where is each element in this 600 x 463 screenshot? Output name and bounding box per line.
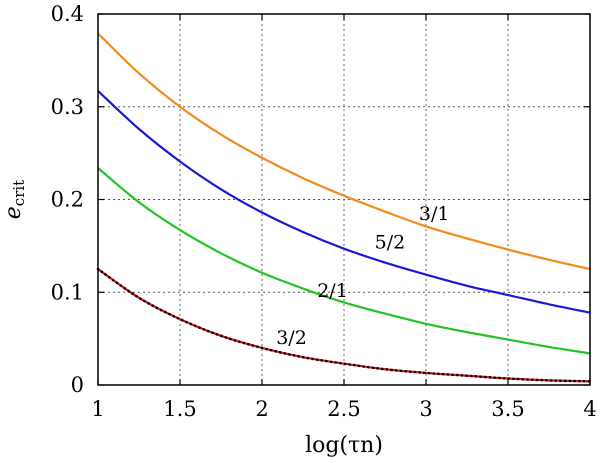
y-tick-label: 0.2 bbox=[51, 188, 84, 212]
x-tick-label: 1.5 bbox=[163, 397, 196, 421]
dotted-overlay bbox=[96, 267, 592, 383]
y-axis-title: ecrit bbox=[1, 180, 28, 219]
y-tick-label: 0 bbox=[71, 373, 84, 397]
curve-labels: 3/1 5/2 2/1 3/2 bbox=[276, 203, 449, 349]
x-tick-label: 3.5 bbox=[491, 397, 524, 421]
x-tick-label: 2.5 bbox=[327, 397, 360, 421]
ticks: 1 1.5 2 2.5 3 3.5 4 0 0.1 0.2 0.3 0.4 bbox=[51, 2, 597, 421]
curve-label-3-2: 3/2 bbox=[276, 327, 307, 349]
x-tick-label: 2 bbox=[255, 397, 268, 421]
x-tick-label: 4 bbox=[583, 397, 596, 421]
dotted-fit-line-3-2 bbox=[96, 267, 592, 383]
y-tick-label: 0.3 bbox=[51, 95, 84, 119]
y-axis-title-sub: crit bbox=[10, 180, 28, 206]
series-line-2-1 bbox=[97, 167, 591, 355]
x-tick-label: 3 bbox=[419, 397, 432, 421]
y-axis-title-main: e bbox=[1, 206, 26, 219]
curve-label-2-1: 2/1 bbox=[317, 280, 348, 302]
y-tick-label: 0.4 bbox=[51, 2, 84, 26]
grid bbox=[98, 14, 590, 385]
curve-label-5-2: 5/2 bbox=[375, 232, 406, 254]
curve-label-3-1: 3/1 bbox=[419, 203, 450, 225]
series-line-5-2 bbox=[97, 90, 591, 314]
y-tick-label: 0.1 bbox=[51, 280, 84, 304]
series-line-3-1 bbox=[97, 32, 591, 271]
x-axis-title: log(τn) bbox=[305, 433, 383, 458]
x-tick-label: 1 bbox=[91, 397, 104, 421]
